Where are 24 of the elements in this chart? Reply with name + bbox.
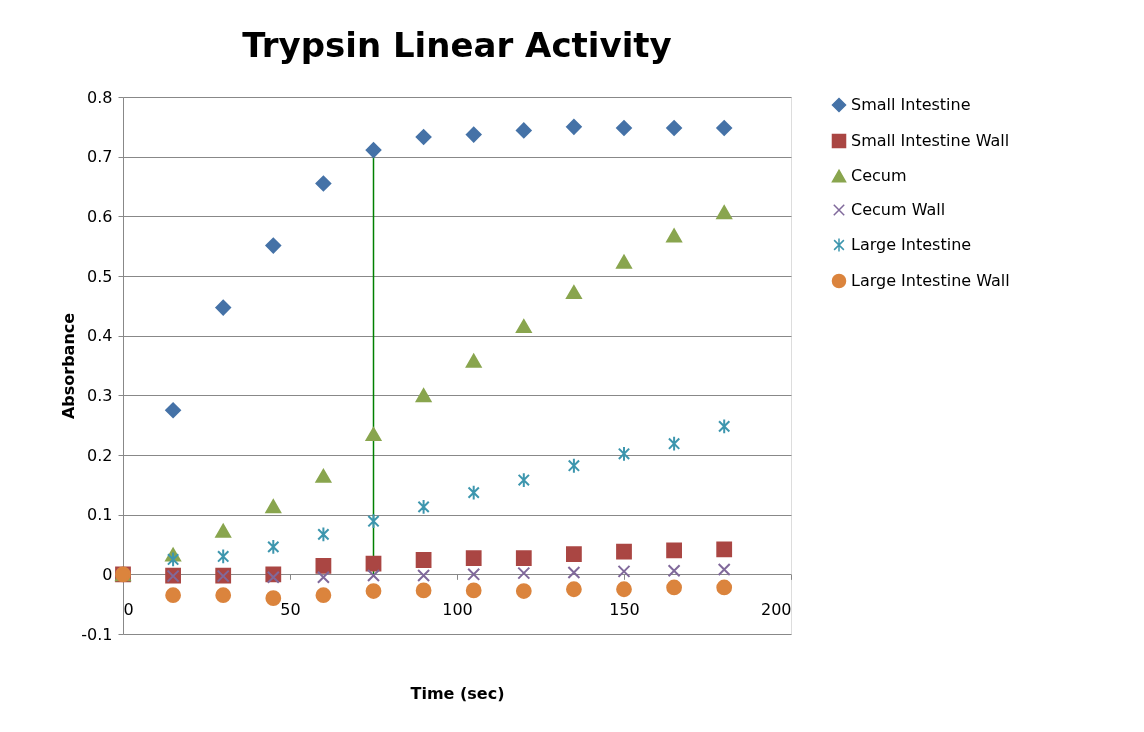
legend-label: Large Intestine Wall bbox=[851, 271, 1010, 290]
y-tick-label: 0.6 bbox=[87, 206, 113, 226]
x-tick-label: 0 bbox=[123, 599, 134, 619]
legend-label: Cecum bbox=[851, 166, 907, 185]
y-tick-label: 0.5 bbox=[87, 266, 113, 286]
legend-label: Small Intestine Wall bbox=[851, 131, 1010, 150]
y-tick-label: -0.1 bbox=[81, 624, 113, 644]
legend-label: Cecum Wall bbox=[851, 200, 946, 219]
y-tick-label: 0.1 bbox=[87, 505, 113, 525]
x-tick-label: 150 bbox=[609, 599, 640, 619]
x-axis-title: Time (sec) bbox=[410, 683, 505, 703]
y-tick-label: 0.8 bbox=[87, 87, 113, 107]
y-tick-label: 0 bbox=[102, 564, 113, 584]
y-tick-label: 0.4 bbox=[87, 326, 113, 346]
x-tick-label: 100 bbox=[442, 599, 473, 619]
legend-label: Small Intestine bbox=[851, 95, 971, 114]
x-tick-label: 200 bbox=[760, 599, 792, 619]
y-tick-label: 0.2 bbox=[87, 445, 113, 465]
y-tick-label: 0.3 bbox=[87, 385, 113, 405]
chart-title: Trypsin Linear Activity bbox=[242, 25, 672, 65]
x-tick-label: 50 bbox=[280, 599, 301, 619]
legend-label: Large Intestine bbox=[851, 235, 972, 254]
y-tick-label: 0.7 bbox=[87, 147, 113, 167]
y-axis-title: Absorbance bbox=[59, 312, 79, 420]
